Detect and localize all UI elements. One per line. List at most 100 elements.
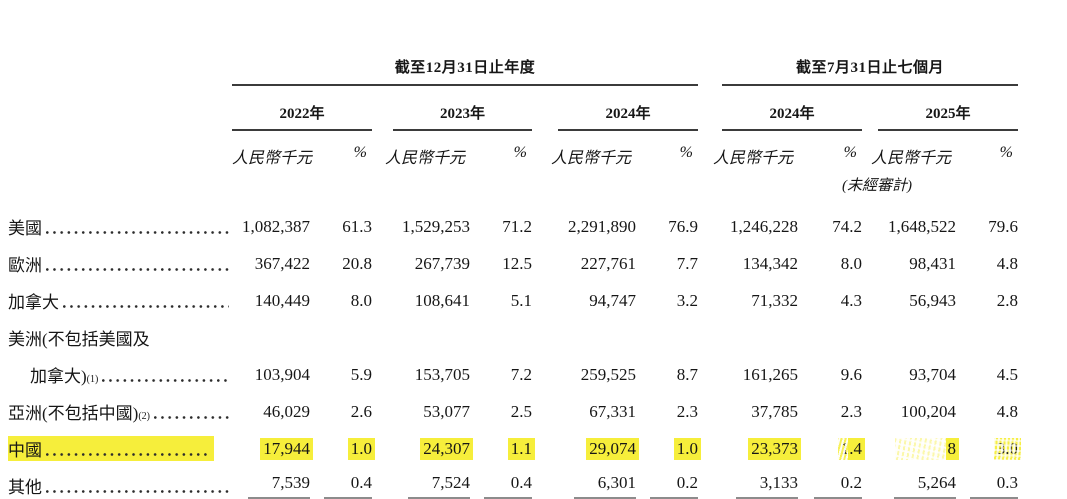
table-cell: 259,525 (532, 364, 636, 386)
label-column-spacer (0, 144, 232, 168)
table-cell: 67,331 (532, 401, 636, 423)
table-row: 加拿大) (1) 103,904 5.9 153,705 7.2 259,525 8.7 161… (0, 356, 1067, 393)
table-cell: 37,785 (698, 401, 798, 423)
table-cell: 93,704 (862, 364, 956, 386)
table-cell: 3,133 (698, 472, 798, 499)
table-cell: 153,705 (372, 364, 470, 386)
table-cell: 1,529,253 (372, 216, 470, 238)
table-cell: 227,761 (532, 253, 636, 275)
row-label: 亞洲(不包括中國) (2) (8, 399, 232, 424)
table-cell: 61.3 (310, 216, 372, 238)
table-cell: 74.2 (798, 216, 862, 238)
period-group-annual-rule (232, 84, 698, 86)
table-cell: 0.2 (636, 472, 698, 499)
year-header-label: 2022年 (279, 106, 325, 122)
table-cell: 5.1 (470, 290, 532, 312)
unaudited-note-row: (未經審計) (0, 174, 1067, 198)
cell-value: 98,431 (909, 253, 956, 273)
cell-value: 2.3 (676, 401, 698, 421)
cell-value: 2.6 (350, 401, 372, 421)
dot-leader (102, 379, 229, 382)
row-label-text: 亞洲(不包括中國) (8, 404, 139, 423)
cell-value: 67,331 (589, 401, 636, 421)
table-cell: 140,449 (232, 290, 310, 312)
cell-value: 79.6 (988, 216, 1018, 236)
row-label-text: 其他 (8, 478, 42, 497)
cell-value: 1.1 (507, 437, 535, 460)
cell-value: 53,077 (423, 401, 470, 421)
dot-leader (46, 490, 229, 493)
cell-value: 3,133 (736, 472, 798, 499)
table-cell: 267,739 (372, 253, 470, 275)
cell-value: 12.5 (502, 253, 532, 273)
row-label-cell: 美國 (0, 214, 232, 239)
row-label-text: 美國 (8, 219, 42, 238)
table-row: 歐洲 367,422 20.8 267,739 12.5 227,761 7.7 134,34… (0, 245, 1067, 282)
cell-value: 1.4 (834, 435, 865, 461)
cell-value: 71.2 (502, 216, 532, 236)
cell-value: 4.3 (840, 290, 862, 310)
cell-value: 4.8 (996, 401, 1018, 421)
cell-value: 56,943 (909, 290, 956, 310)
table-cell: 1.1 (470, 437, 535, 460)
table-cell: 4.5 (956, 364, 1018, 386)
table-cell: 4.3 (798, 290, 862, 312)
table-cell: 2.8 (956, 290, 1018, 312)
cell-value: 367,422 (254, 253, 310, 273)
table-row: 其他 7,539 0.4 7,524 0.4 6,301 0.2 3,133 0.2 5,264 0… (0, 467, 1067, 499)
table-cell: 7.2 (470, 364, 532, 386)
cell-value: 74.2 (832, 216, 862, 236)
period-group-seven-months-rule (722, 84, 1018, 86)
period-group-seven-months: 截至7月31日止七個月 (698, 56, 1018, 86)
year-header-rule (878, 129, 1018, 131)
row-label: 其他 (8, 473, 232, 498)
cell-value: 9.6 (840, 364, 862, 384)
table-cell: 79.6 (956, 216, 1018, 238)
table-row: 中國 17,944 1.0 24,307 1.1 29,074 1.0 23,373 1.4 8 3… (0, 430, 1067, 467)
cell-value: 8 (892, 435, 959, 462)
cell-value: 134,342 (742, 253, 798, 273)
year-header: 2022年 (232, 102, 372, 131)
row-label-cell: 中國 (0, 436, 232, 461)
year-header-row: 2022年 2023年 2024年 2024年 2025年 (0, 102, 1067, 131)
table-cell: 12.5 (470, 253, 532, 275)
year-header-rule (722, 129, 862, 131)
label-column-spacer (0, 102, 232, 131)
cell-value: 2,291,890 (568, 216, 636, 236)
cell-value: 76.9 (668, 216, 698, 236)
period-group-header-row: 截至12月31日止年度 截至7月31日止七個月 (0, 56, 1067, 86)
cell-value: 1,529,253 (402, 216, 470, 236)
table-cell: 4.8 (956, 401, 1018, 423)
cell-value: 2.5 (510, 401, 532, 421)
label-column-spacer (0, 56, 232, 86)
year-header: 2023年 (372, 102, 532, 131)
cell-value: 1.0 (673, 437, 701, 460)
cell-value: 1,648,522 (888, 216, 956, 236)
unit-header: 人民幣千元 (712, 150, 793, 167)
row-label-text: 美洲(不包括美國及 (8, 330, 150, 349)
table-row: 美洲(不包括美國及 (0, 319, 1067, 356)
table-cell: 103,904 (232, 364, 310, 386)
table-cell: 108,641 (372, 290, 470, 312)
table-cell: 23,373 (698, 437, 801, 460)
table-cell: 0.4 (470, 472, 532, 499)
cell-value: 1,082,387 (242, 216, 310, 236)
cell-value: 6,301 (574, 472, 636, 499)
cell-value: 108,641 (414, 290, 470, 310)
unaudited-note: (未經審計) (842, 178, 912, 194)
cell-value: 5.1 (510, 290, 532, 310)
cell-value: 7.2 (510, 364, 532, 384)
percent-header: % (513, 144, 527, 161)
dot-leader (46, 453, 211, 456)
unit-header: 人民幣千元 (870, 150, 951, 167)
cell-value: 2.3 (840, 401, 862, 421)
cell-value: 0.4 (324, 472, 372, 499)
year-header-label: 2023年 (439, 106, 485, 122)
table-cell: 2.6 (310, 401, 372, 423)
cell-value: 0.2 (814, 472, 862, 499)
row-label-text: 加拿大) (30, 367, 87, 386)
cell-value: 7.7 (676, 253, 698, 273)
table-cell: 0.2 (798, 472, 862, 499)
cell-value: 267,739 (414, 253, 470, 273)
